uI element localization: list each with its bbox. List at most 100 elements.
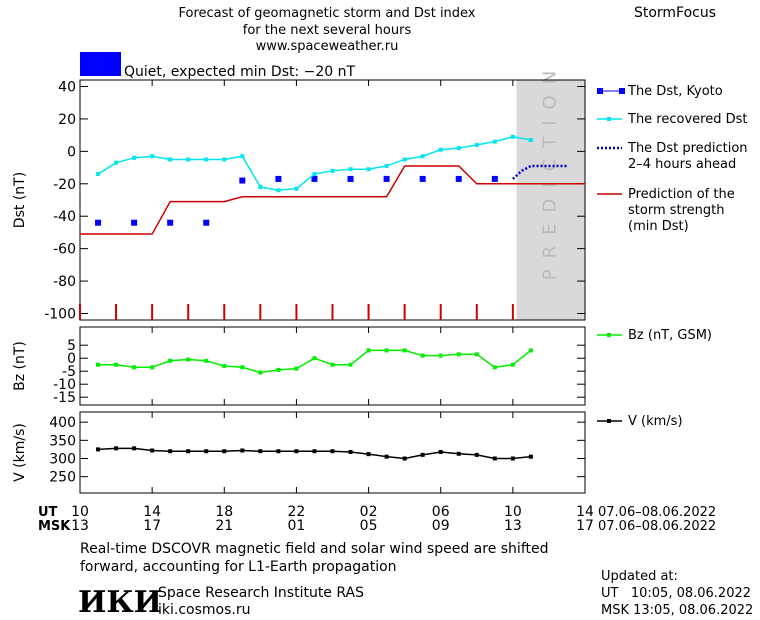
prediction-label: PREDICTION bbox=[540, 60, 561, 280]
data-point bbox=[167, 219, 174, 226]
y-tick-label: 300 bbox=[49, 451, 76, 467]
data-point bbox=[294, 449, 299, 454]
legend-label: The Dst, Kyoto bbox=[627, 84, 723, 99]
data-point bbox=[438, 147, 443, 152]
data-point bbox=[366, 452, 371, 457]
x-tick-label: 14 bbox=[576, 504, 594, 520]
data-point bbox=[348, 362, 353, 367]
x2-tick-label: 17 bbox=[143, 518, 161, 534]
data-point bbox=[402, 348, 407, 353]
data-point bbox=[96, 447, 101, 452]
note-line: Real-time DSCOVR magnetic field and sola… bbox=[80, 541, 549, 557]
data-point bbox=[474, 352, 479, 357]
data-point bbox=[96, 362, 101, 367]
x-tick-label: 06 bbox=[432, 504, 450, 520]
data-point bbox=[186, 357, 191, 362]
x2-tick-label: 17 bbox=[576, 518, 594, 534]
data-point bbox=[438, 353, 443, 358]
data-point bbox=[419, 175, 426, 182]
data-point bbox=[456, 146, 461, 151]
legend-label: Bz (nT, GSM) bbox=[628, 328, 712, 343]
data-point bbox=[204, 358, 209, 363]
data-point bbox=[258, 370, 263, 375]
plot-frame bbox=[79, 326, 586, 406]
x-tick-label: 10 bbox=[504, 504, 522, 520]
series-line bbox=[80, 165, 585, 235]
title-line: Forecast of geomagnetic storm and Dst in… bbox=[178, 6, 475, 21]
plot-frame bbox=[79, 411, 586, 494]
x-axis-label: MSK bbox=[38, 519, 71, 534]
data-point bbox=[276, 188, 281, 193]
status-indicator bbox=[80, 52, 121, 76]
x-axis-label: UT bbox=[38, 505, 58, 520]
y-tick-label: 400 bbox=[49, 415, 76, 431]
data-point bbox=[150, 365, 155, 370]
data-point bbox=[330, 449, 335, 454]
date-range: 07.06–08.06.2022 bbox=[598, 519, 716, 534]
data-point bbox=[492, 139, 497, 144]
data-point bbox=[312, 172, 317, 177]
data-point bbox=[312, 449, 317, 454]
data-point bbox=[114, 362, 119, 367]
data-point bbox=[348, 167, 353, 172]
legend-swatch bbox=[607, 333, 611, 337]
data-point bbox=[456, 451, 461, 456]
data-point bbox=[366, 348, 371, 353]
y-tick-label: 0 bbox=[67, 144, 76, 160]
legend-label: The Dst prediction 2–4 hours ahead bbox=[627, 141, 748, 172]
y-axis-label: Dst (nT) bbox=[12, 172, 28, 228]
x2-tick-label: 05 bbox=[360, 518, 378, 534]
x-tick-label: 14 bbox=[143, 504, 161, 520]
data-point bbox=[276, 367, 281, 372]
data-point bbox=[348, 449, 353, 454]
data-point bbox=[168, 449, 173, 454]
data-point bbox=[95, 219, 102, 226]
data-point bbox=[420, 353, 425, 358]
data-point bbox=[383, 175, 390, 182]
data-point bbox=[347, 175, 354, 182]
series-line bbox=[512, 164, 567, 180]
data-point bbox=[150, 154, 155, 159]
x-tick-label: 10 bbox=[71, 504, 89, 520]
data-point bbox=[276, 449, 281, 454]
data-point bbox=[455, 175, 462, 182]
status-text: Quiet, expected min Dst: −20 nT bbox=[124, 64, 356, 80]
data-point bbox=[510, 362, 515, 367]
y-tick-label: -60 bbox=[53, 242, 76, 258]
series-line bbox=[97, 135, 532, 192]
data-point bbox=[186, 449, 191, 454]
data-point bbox=[239, 177, 246, 184]
data-point bbox=[275, 175, 282, 182]
data-point bbox=[168, 157, 173, 162]
data-point bbox=[420, 154, 425, 159]
data-point bbox=[510, 456, 515, 461]
prediction-zone bbox=[516, 80, 585, 320]
data-point bbox=[203, 219, 210, 226]
data-point bbox=[114, 160, 119, 165]
data-point bbox=[258, 449, 263, 454]
logo: ИКИ bbox=[78, 585, 162, 620]
y-tick-label: 5 bbox=[67, 338, 76, 354]
data-point bbox=[402, 157, 407, 162]
data-point bbox=[150, 448, 155, 453]
data-point bbox=[96, 172, 101, 177]
legend-label: The recovered Dst bbox=[627, 112, 747, 127]
data-point bbox=[294, 366, 299, 371]
data-point bbox=[491, 175, 498, 182]
x2-tick-label: 01 bbox=[288, 518, 306, 534]
data-point bbox=[438, 449, 443, 454]
series-line bbox=[98, 349, 532, 374]
data-point bbox=[258, 185, 263, 190]
y-axis-label: Bz (nT) bbox=[12, 341, 28, 391]
data-point bbox=[330, 168, 335, 173]
updated-line: MSK 13:05, 08.06.2022 bbox=[601, 603, 753, 618]
y-tick-label: 40 bbox=[58, 79, 76, 95]
data-point bbox=[114, 446, 119, 451]
data-point bbox=[311, 175, 318, 182]
data-point bbox=[132, 365, 137, 370]
x2-tick-label: 13 bbox=[504, 518, 522, 534]
x2-tick-label: 09 bbox=[432, 518, 450, 534]
x-tick-label: 22 bbox=[288, 504, 306, 520]
data-point bbox=[330, 362, 335, 367]
